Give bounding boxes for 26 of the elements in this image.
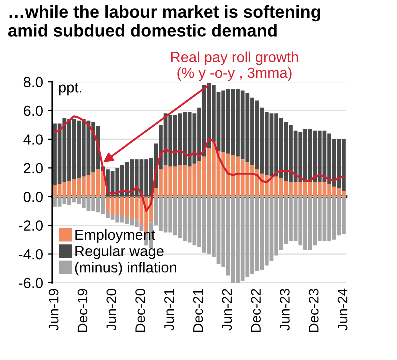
- x-tick-label: Jun-21: [164, 289, 174, 331]
- x-tick-label: Jun-20: [106, 289, 117, 331]
- legend-label: Employment: [76, 229, 156, 244]
- x-tick-label: Dec-19: [78, 289, 88, 332]
- y-tick-label: 8.0: [24, 77, 44, 88]
- legend-label: (minus) inflation: [75, 262, 176, 276]
- y-tick-label: -4.0: [19, 249, 44, 260]
- legend-label: Regular wage: [76, 246, 164, 260]
- y-tick-label: 2.0: [24, 163, 44, 174]
- line-series: [54, 116, 345, 212]
- x-tick-label: Dec-22: [251, 289, 262, 332]
- y-tick-label: -6.0: [19, 278, 44, 288]
- text: Real pay roll growth (% y -o-y , 3mma): [172, 52, 298, 82]
- chart-title: …while the labour market is softening amid subdued domestic demand: [8, 5, 320, 37]
- y-tick-label: 0.0: [24, 192, 44, 202]
- y-tick-label: 6.0: [24, 106, 44, 116]
- x-tick-label: Dec-20: [136, 289, 146, 332]
- x-tick-label: Dec-21: [193, 289, 204, 332]
- x-tick-label: Dec-23: [308, 289, 319, 332]
- x-tick-label: Jun-24: [338, 288, 348, 331]
- y-tick-label: -2.0: [19, 220, 44, 231]
- x-tick-label: Jun-19: [48, 289, 59, 331]
- x-tick-label: Jun-22: [222, 289, 232, 331]
- y-axis-title: ppt.: [59, 83, 82, 96]
- x-tick-label: Jun-23: [280, 289, 290, 331]
- y-tick-label: 4.0: [24, 134, 44, 145]
